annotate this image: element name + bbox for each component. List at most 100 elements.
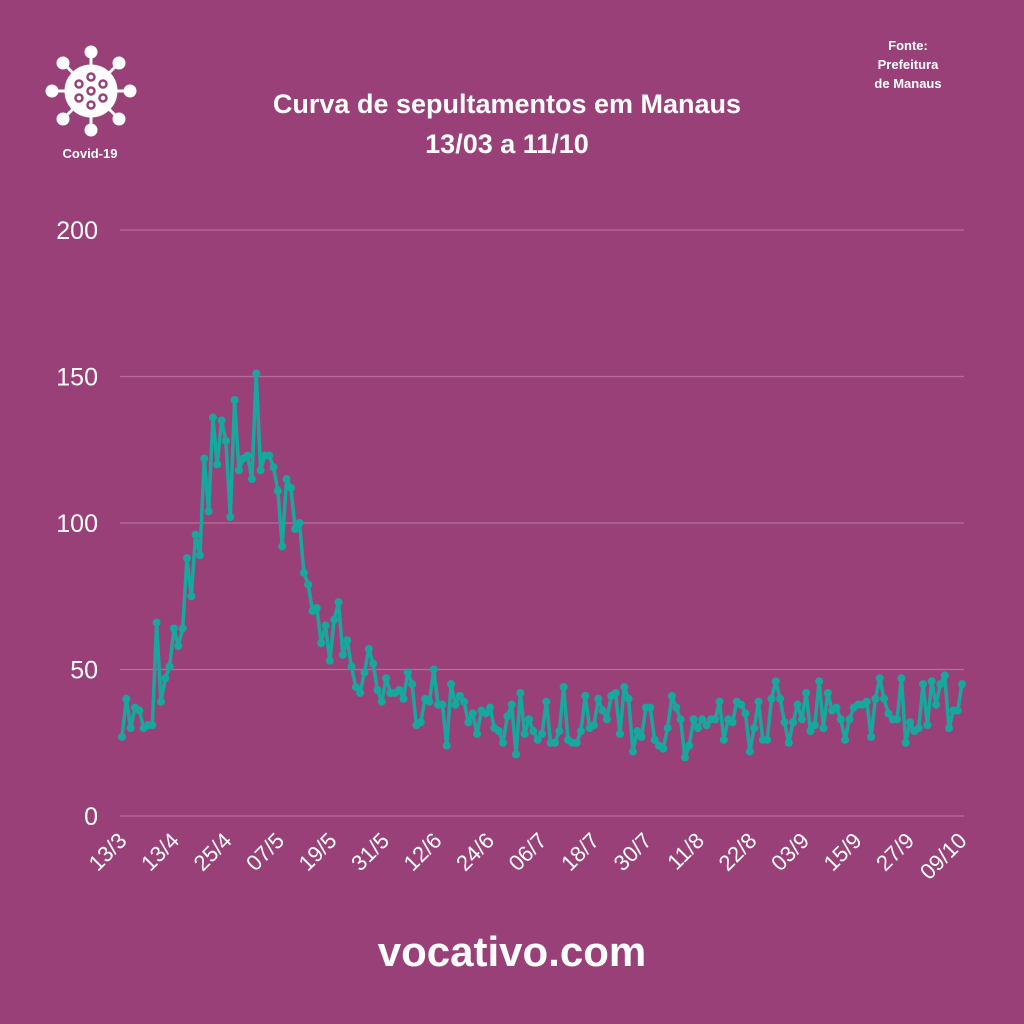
data-point — [893, 715, 902, 724]
data-point — [321, 621, 330, 630]
x-tick-label: 15/9 — [819, 828, 867, 876]
data-point — [403, 668, 412, 677]
data-point — [317, 639, 326, 648]
data-point — [408, 680, 417, 689]
footer-site: vocativo.com — [377, 928, 647, 975]
data-point — [715, 697, 724, 706]
data-point — [382, 674, 391, 683]
data-point — [273, 486, 282, 495]
data-point — [135, 706, 144, 715]
y-tick-label: 0 — [84, 803, 98, 831]
data-point — [334, 598, 343, 607]
data-point — [754, 697, 763, 706]
data-point — [161, 674, 170, 683]
data-point — [659, 744, 668, 753]
data-point — [576, 727, 585, 736]
data-point — [875, 674, 884, 683]
x-tick-label: 24/6 — [451, 828, 499, 876]
data-point — [802, 688, 811, 697]
x-tick-label: 27/9 — [871, 828, 919, 876]
data-point — [282, 475, 291, 484]
data-point — [395, 686, 404, 695]
y-tick-label: 50 — [70, 657, 98, 685]
data-point — [343, 636, 352, 645]
data-point — [178, 624, 187, 633]
data-point — [728, 718, 737, 727]
data-point — [356, 688, 365, 697]
data-point — [841, 735, 850, 744]
data-point — [936, 680, 945, 689]
title-line-2: 13/03 a 11/10 — [425, 129, 589, 159]
x-tick-label: 03/9 — [766, 828, 814, 876]
data-point — [208, 413, 217, 422]
data-point — [945, 724, 954, 733]
x-tick-label: 18/7 — [556, 828, 604, 876]
x-tick-label: 13/3 — [84, 828, 132, 876]
data-point — [174, 642, 183, 651]
x-tick-label: 11/8 — [662, 828, 709, 875]
data-point — [663, 724, 672, 733]
logo-label: Covid-19 — [62, 146, 118, 161]
x-tick-label: 07/5 — [241, 828, 289, 876]
data-point — [252, 369, 261, 378]
data-point — [494, 727, 503, 736]
data-point — [269, 463, 278, 472]
data-point — [676, 715, 685, 724]
data-point — [550, 738, 559, 747]
data-point — [234, 466, 243, 475]
data-point — [884, 709, 893, 718]
x-tick-label: 19/5 — [294, 828, 342, 876]
data-point — [598, 706, 607, 715]
data-point — [823, 688, 832, 697]
data-point — [516, 688, 525, 697]
data-point — [213, 460, 222, 469]
data-point — [347, 662, 356, 671]
data-point — [767, 694, 776, 703]
data-point — [867, 732, 876, 741]
data-point — [689, 715, 698, 724]
series-line — [120, 371, 964, 760]
data-point — [126, 724, 135, 733]
data-point — [165, 662, 174, 671]
data-point — [416, 718, 425, 727]
data-point — [810, 721, 819, 730]
data-point — [672, 703, 681, 712]
data-point — [169, 624, 178, 633]
data-point — [152, 618, 161, 627]
data-point — [906, 718, 915, 727]
data-point — [230, 395, 239, 404]
data-point — [901, 738, 910, 747]
x-tick-label: 12/6 — [399, 828, 447, 876]
data-point — [815, 677, 824, 686]
data-point — [793, 700, 802, 709]
data-point — [200, 454, 209, 463]
data-point — [118, 732, 126, 741]
data-point — [741, 709, 750, 718]
data-point — [533, 735, 542, 744]
source-note: Fonte: Prefeitura de Manaus — [860, 36, 956, 93]
data-point — [836, 715, 845, 724]
data-point — [295, 519, 304, 527]
x-tick-label: 30/7 — [609, 828, 657, 876]
data-point — [776, 694, 785, 703]
data-point — [304, 580, 313, 589]
data-point — [499, 738, 508, 747]
data-point — [451, 700, 460, 709]
data-point — [624, 694, 633, 703]
data-point — [594, 694, 603, 703]
data-point — [377, 697, 386, 706]
data-point — [442, 741, 451, 750]
data-point — [182, 554, 191, 563]
data-point — [685, 741, 694, 750]
data-point — [364, 644, 373, 653]
data-point — [486, 703, 495, 712]
data-point — [589, 721, 598, 730]
data-point — [191, 530, 200, 539]
data-point — [525, 715, 534, 724]
data-point — [611, 688, 620, 697]
data-point — [330, 615, 339, 624]
data-point — [953, 706, 962, 715]
source-line-2: Prefeitura — [877, 57, 939, 72]
virus-icon — [44, 44, 138, 143]
data-point — [325, 656, 334, 665]
